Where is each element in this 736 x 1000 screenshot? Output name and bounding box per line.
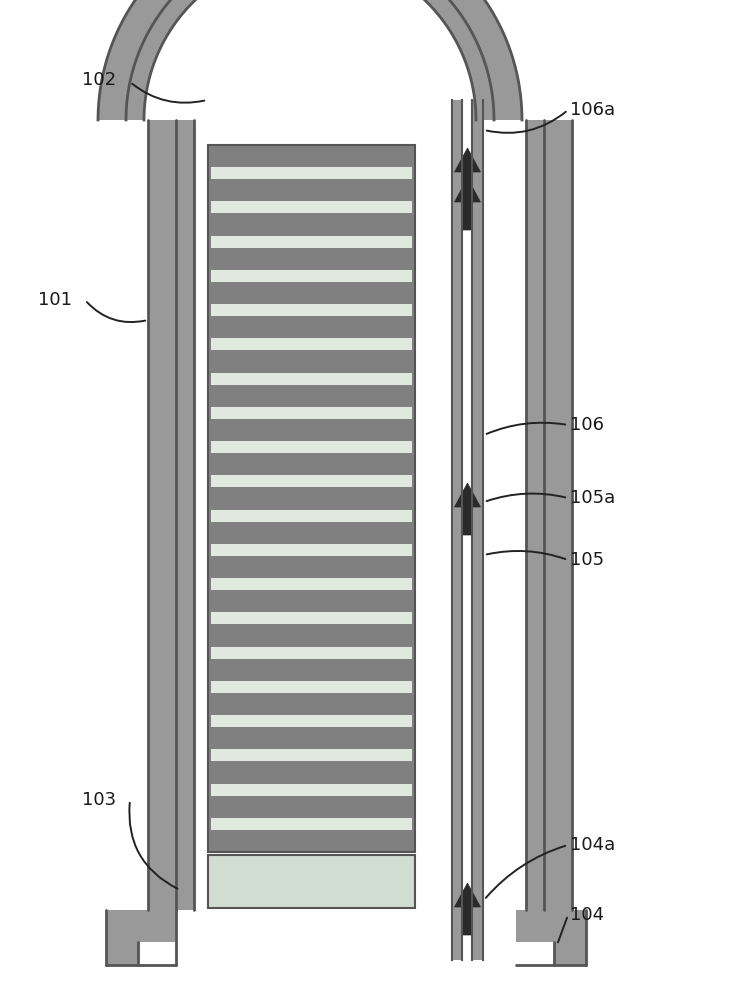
Bar xyxy=(148,120,572,910)
Bar xyxy=(211,201,412,213)
Bar xyxy=(208,855,415,908)
Text: 103: 103 xyxy=(82,791,116,809)
Polygon shape xyxy=(455,148,481,200)
Bar xyxy=(208,145,415,852)
Bar xyxy=(211,510,412,522)
Bar xyxy=(211,647,412,659)
Bar xyxy=(452,100,483,960)
Bar xyxy=(211,304,412,316)
Bar xyxy=(211,681,412,693)
Bar xyxy=(462,100,472,960)
Bar xyxy=(516,910,586,965)
Bar xyxy=(211,715,412,727)
Polygon shape xyxy=(455,883,481,935)
Bar xyxy=(106,910,176,965)
Bar xyxy=(516,942,554,965)
Text: 102: 102 xyxy=(82,71,116,89)
Bar xyxy=(211,338,412,350)
Polygon shape xyxy=(455,483,481,535)
Text: 101: 101 xyxy=(38,291,72,309)
Text: 105a: 105a xyxy=(570,489,615,507)
Polygon shape xyxy=(126,0,494,120)
Text: 104: 104 xyxy=(570,906,604,924)
Bar xyxy=(194,120,526,910)
Bar xyxy=(211,818,412,830)
Bar xyxy=(211,441,412,453)
Bar xyxy=(211,270,412,282)
Bar xyxy=(211,578,412,590)
Bar xyxy=(211,167,412,179)
Bar xyxy=(211,475,412,487)
Bar xyxy=(211,784,412,796)
Bar xyxy=(211,612,412,624)
Bar xyxy=(211,373,412,385)
Text: 106a: 106a xyxy=(570,101,615,119)
Polygon shape xyxy=(455,178,481,230)
Bar xyxy=(211,407,412,419)
Polygon shape xyxy=(126,0,494,120)
Polygon shape xyxy=(144,0,476,120)
Bar xyxy=(526,120,544,910)
Polygon shape xyxy=(98,0,522,120)
Bar xyxy=(211,749,412,761)
Text: 104a: 104a xyxy=(570,836,615,854)
Bar xyxy=(138,942,176,965)
Bar xyxy=(176,120,544,910)
Bar xyxy=(176,120,194,910)
Bar xyxy=(211,544,412,556)
Text: 106: 106 xyxy=(570,416,604,434)
Bar xyxy=(211,236,412,248)
Text: 105: 105 xyxy=(570,551,604,569)
